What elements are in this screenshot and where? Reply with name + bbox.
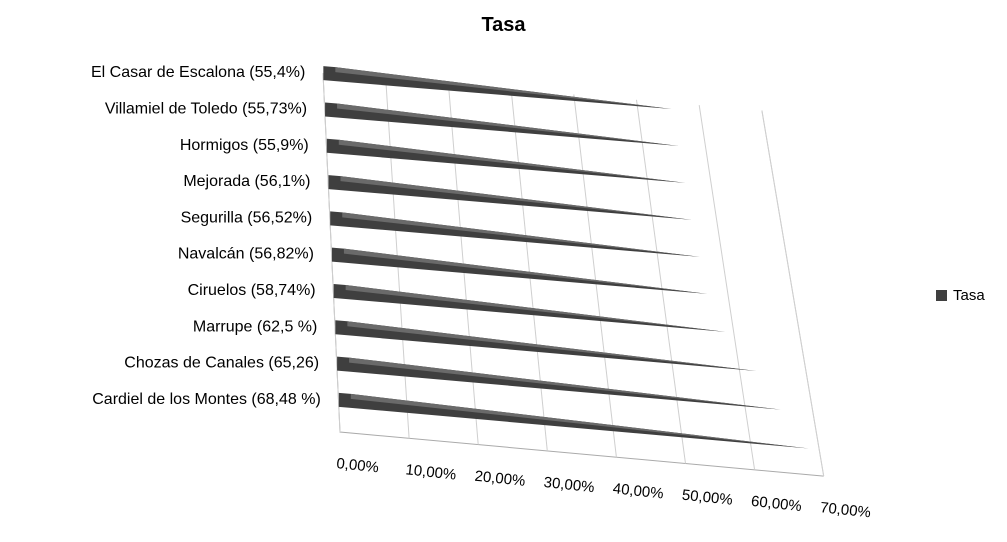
legend-swatch (936, 290, 947, 301)
category-label: Ciruelos (58,74%) (188, 282, 316, 299)
bar-highlight (350, 393, 809, 449)
x-tick-label: 20,00% (474, 468, 526, 490)
category-label: Mejorada (56,1%) (183, 173, 310, 190)
bar-highlight (347, 321, 757, 372)
legend: Tasa (936, 287, 985, 304)
x-tick-label: 40,00% (612, 480, 664, 502)
category-label: Marrupe (62,5 %) (193, 318, 318, 335)
bar-highlight (342, 212, 700, 257)
bar-highlight (338, 139, 686, 183)
bar-highlight (335, 67, 672, 109)
gridline (761, 110, 825, 477)
legend-label: Tasa (953, 287, 985, 304)
x-tick-label: 0,00% (336, 455, 380, 476)
bar-highlight (337, 103, 679, 146)
category-label: Villamiel de Toledo (55,73%) (105, 100, 307, 117)
bar-highlight (343, 248, 708, 294)
bar-highlight (340, 176, 692, 220)
category-label: Cardiel de los Montes (68,48 %) (92, 391, 321, 408)
category-label: Hormigos (55,9%) (180, 137, 309, 154)
gridline (510, 89, 548, 451)
category-label: Segurilla (56,52%) (181, 209, 313, 226)
bar-highlight (345, 284, 726, 332)
gridline (573, 94, 617, 458)
x-tick-label: 30,00% (543, 474, 595, 496)
gridline (698, 105, 756, 470)
x-tick-label: 70,00% (819, 499, 871, 521)
category-label: Chozas de Canales (65,26) (124, 355, 319, 372)
x-tick-label: 10,00% (405, 461, 457, 483)
category-label: Navalcán (56,82%) (178, 246, 314, 263)
chart-title: Tasa (481, 14, 526, 36)
x-tick-label: 60,00% (750, 493, 802, 515)
bar-highlight (349, 357, 781, 410)
gridline (636, 99, 686, 464)
gridline (322, 72, 341, 433)
x-tick-label: 50,00% (681, 487, 733, 509)
category-label: El Casar de Escalona (55,4%) (91, 64, 305, 81)
